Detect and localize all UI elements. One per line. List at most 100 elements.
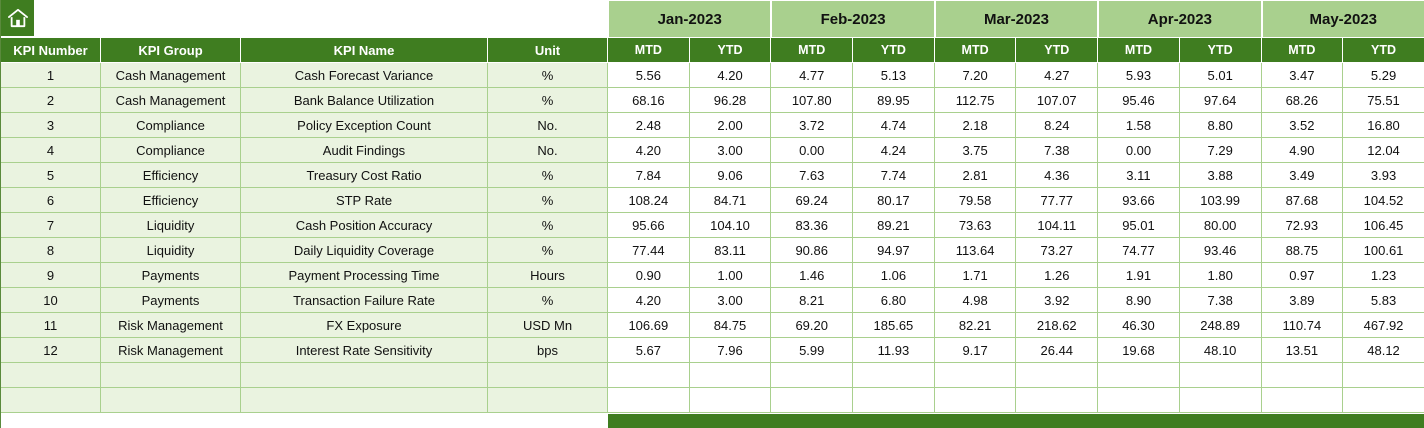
- cell-value[interactable]: 3.00: [689, 288, 772, 313]
- cell-value[interactable]: 104.10: [689, 213, 772, 238]
- cell-kpi-group[interactable]: [101, 388, 241, 413]
- cell-value[interactable]: 93.46: [1179, 238, 1262, 263]
- cell-value[interactable]: 5.83: [1343, 288, 1424, 313]
- cell-unit[interactable]: No.: [488, 113, 608, 138]
- cell-value[interactable]: 9.06: [689, 163, 772, 188]
- cell-value[interactable]: 94.97: [853, 238, 935, 263]
- cell-value[interactable]: 3.52: [1261, 113, 1344, 138]
- cell-value[interactable]: 83.11: [689, 238, 772, 263]
- cell-kpi-name[interactable]: FX Exposure: [241, 313, 488, 338]
- cell-kpi-name[interactable]: Bank Balance Utilization: [241, 88, 488, 113]
- cell-value[interactable]: 5.93: [1098, 63, 1180, 88]
- cell-value[interactable]: 3.00: [689, 138, 772, 163]
- cell-kpi-name[interactable]: Transaction Failure Rate: [241, 288, 488, 313]
- cell-value[interactable]: 185.65: [853, 313, 935, 338]
- cell-unit[interactable]: No.: [488, 138, 608, 163]
- cell-value[interactable]: [934, 363, 1017, 388]
- cell-value[interactable]: 80.00: [1179, 213, 1262, 238]
- cell-kpi-group[interactable]: Liquidity: [101, 213, 241, 238]
- cell-kpi-name[interactable]: STP Rate: [241, 188, 488, 213]
- cell-value[interactable]: [771, 388, 854, 413]
- cell-value[interactable]: 107.07: [1016, 88, 1099, 113]
- cell-value[interactable]: [1179, 363, 1262, 388]
- cell-value[interactable]: 83.36: [771, 213, 854, 238]
- cell-value[interactable]: 8.21: [771, 288, 854, 313]
- cell-value[interactable]: 7.74: [853, 163, 935, 188]
- cell-value[interactable]: 4.77: [771, 63, 854, 88]
- cell-value[interactable]: 218.62: [1016, 313, 1099, 338]
- cell-value[interactable]: 1.00: [689, 263, 772, 288]
- cell-value[interactable]: 72.93: [1261, 213, 1344, 238]
- cell-kpi-group[interactable]: Risk Management: [101, 338, 241, 363]
- cell-kpi-group[interactable]: Liquidity: [101, 238, 241, 263]
- cell-value[interactable]: 5.67: [608, 338, 690, 363]
- cell-value[interactable]: 6.80: [853, 288, 935, 313]
- cell-value[interactable]: 69.20: [771, 313, 854, 338]
- cell-value[interactable]: 0.90: [608, 263, 690, 288]
- cell-value[interactable]: 89.21: [853, 213, 935, 238]
- cell-value[interactable]: [1098, 363, 1180, 388]
- cell-value[interactable]: 11.93: [853, 338, 935, 363]
- cell-kpi-number[interactable]: 8: [1, 238, 101, 263]
- cell-value[interactable]: 1.06: [853, 263, 935, 288]
- cell-value[interactable]: 4.36: [1016, 163, 1099, 188]
- cell-value[interactable]: 95.46: [1098, 88, 1180, 113]
- cell-kpi-name[interactable]: Audit Findings: [241, 138, 488, 163]
- cell-value[interactable]: 1.80: [1179, 263, 1262, 288]
- cell-value[interactable]: 79.58: [934, 188, 1017, 213]
- cell-value[interactable]: 84.75: [689, 313, 772, 338]
- cell-value[interactable]: 46.30: [1098, 313, 1180, 338]
- cell-value[interactable]: 7.63: [771, 163, 854, 188]
- cell-kpi-name[interactable]: Cash Position Accuracy: [241, 213, 488, 238]
- cell-value[interactable]: 3.88: [1179, 163, 1262, 188]
- cell-kpi-name[interactable]: Treasury Cost Ratio: [241, 163, 488, 188]
- cell-value[interactable]: 5.29: [1343, 63, 1424, 88]
- cell-value[interactable]: 5.01: [1179, 63, 1262, 88]
- cell-kpi-group[interactable]: Risk Management: [101, 313, 241, 338]
- cell-kpi-number[interactable]: 9: [1, 263, 101, 288]
- cell-kpi-name[interactable]: Policy Exception Count: [241, 113, 488, 138]
- cell-value[interactable]: 8.80: [1179, 113, 1262, 138]
- cell-value[interactable]: 2.81: [934, 163, 1017, 188]
- cell-kpi-name[interactable]: [241, 388, 488, 413]
- cell-unit[interactable]: %: [488, 63, 608, 88]
- cell-value[interactable]: 2.48: [608, 113, 690, 138]
- cell-value[interactable]: 13.51: [1261, 338, 1344, 363]
- cell-value[interactable]: 75.51: [1343, 88, 1424, 113]
- cell-kpi-group[interactable]: [101, 363, 241, 388]
- cell-value[interactable]: [689, 363, 772, 388]
- cell-unit[interactable]: %: [488, 88, 608, 113]
- cell-value[interactable]: 88.75: [1261, 238, 1344, 263]
- cell-value[interactable]: 9.17: [934, 338, 1017, 363]
- cell-value[interactable]: 74.77: [1098, 238, 1180, 263]
- cell-value[interactable]: 3.92: [1016, 288, 1099, 313]
- cell-value[interactable]: [1179, 388, 1262, 413]
- cell-value[interactable]: [608, 363, 690, 388]
- cell-value[interactable]: 89.95: [853, 88, 935, 113]
- cell-value[interactable]: 7.38: [1016, 138, 1099, 163]
- cell-unit[interactable]: %: [488, 213, 608, 238]
- cell-value[interactable]: 8.24: [1016, 113, 1099, 138]
- cell-value[interactable]: 77.44: [608, 238, 690, 263]
- cell-value[interactable]: 19.68: [1098, 338, 1180, 363]
- cell-value[interactable]: 106.69: [608, 313, 690, 338]
- cell-value[interactable]: 113.64: [934, 238, 1017, 263]
- cell-kpi-number[interactable]: 2: [1, 88, 101, 113]
- cell-value[interactable]: 82.21: [934, 313, 1017, 338]
- cell-kpi-name[interactable]: [241, 363, 488, 388]
- cell-unit[interactable]: Hours: [488, 263, 608, 288]
- cell-value[interactable]: 7.29: [1179, 138, 1262, 163]
- cell-value[interactable]: 26.44: [1016, 338, 1099, 363]
- cell-value[interactable]: 107.80: [771, 88, 854, 113]
- cell-value[interactable]: 0.00: [771, 138, 854, 163]
- home-button[interactable]: [1, 0, 36, 38]
- cell-value[interactable]: 4.98: [934, 288, 1017, 313]
- cell-value[interactable]: [1016, 388, 1099, 413]
- cell-value[interactable]: 4.20: [608, 288, 690, 313]
- cell-value[interactable]: 1.23: [1343, 263, 1424, 288]
- cell-value[interactable]: 84.71: [689, 188, 772, 213]
- cell-value[interactable]: 3.49: [1261, 163, 1344, 188]
- cell-value[interactable]: 7.38: [1179, 288, 1262, 313]
- cell-kpi-group[interactable]: Cash Management: [101, 88, 241, 113]
- cell-value[interactable]: 5.99: [771, 338, 854, 363]
